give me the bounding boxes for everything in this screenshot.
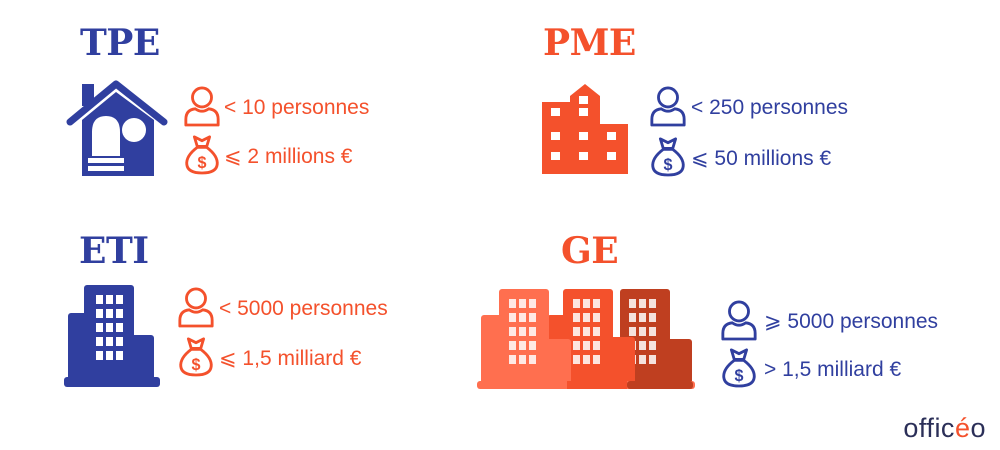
tpe-revenue: ⩽ 2 millions €	[224, 145, 353, 168]
money-bag-icon	[720, 346, 758, 388]
officeo-logo: officéo	[903, 413, 986, 443]
tower-building-icon	[64, 285, 160, 387]
money-bag-icon	[649, 135, 687, 177]
office-building-icon	[542, 84, 628, 174]
ge-employees: ⩾ 5000 personnes	[764, 310, 939, 333]
pme-revenue: ⩽ 50 millions €	[691, 147, 832, 170]
pme-title: PME	[543, 22, 636, 64]
money-bag-icon	[183, 133, 221, 175]
person-icon	[183, 85, 221, 127]
skyline-buildings-icon	[477, 289, 695, 389]
eti-title: ETI	[79, 230, 149, 272]
money-bag-icon	[177, 335, 215, 377]
ge-title: GE	[561, 230, 619, 272]
tpe-employees: < 10 personnes	[224, 96, 370, 119]
ge-revenue: > 1,5 milliard €	[764, 358, 902, 381]
person-icon	[649, 85, 687, 127]
house-icon	[66, 80, 168, 176]
tpe-title: TPE	[80, 22, 160, 64]
pme-employees: < 250 personnes	[691, 96, 849, 119]
person-icon	[720, 299, 758, 341]
person-icon	[177, 286, 215, 328]
eti-employees: < 5000 personnes	[219, 297, 388, 320]
eti-revenue: ⩽ 1,5 milliard €	[219, 347, 362, 370]
